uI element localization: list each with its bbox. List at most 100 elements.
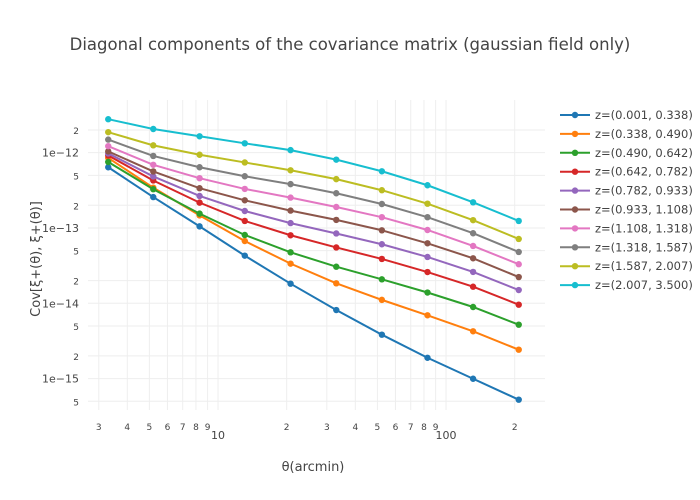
data-point[interactable]	[287, 280, 294, 287]
data-point[interactable]	[378, 276, 386, 283]
data-point[interactable]	[105, 142, 112, 150]
data-point[interactable]	[469, 216, 477, 224]
data-point[interactable]	[424, 213, 431, 221]
data-point[interactable]	[378, 187, 386, 194]
data-point[interactable]	[287, 180, 294, 188]
data-point[interactable]	[469, 283, 477, 290]
data-point[interactable]	[333, 230, 340, 237]
data-point[interactable]	[287, 194, 294, 201]
plot-area[interactable]	[105, 116, 522, 403]
series-line[interactable]	[107, 154, 520, 306]
series-line[interactable]	[107, 152, 520, 291]
data-point[interactable]	[196, 133, 203, 140]
series-1[interactable]	[105, 164, 522, 403]
data-point[interactable]	[424, 312, 431, 319]
data-point[interactable]	[469, 303, 477, 311]
data-point[interactable]	[469, 375, 477, 382]
data-point[interactable]	[515, 235, 522, 243]
data-point[interactable]	[196, 164, 203, 171]
data-point[interactable]	[105, 148, 112, 155]
data-point[interactable]	[241, 159, 248, 166]
data-point[interactable]	[378, 331, 386, 338]
data-point[interactable]	[196, 210, 203, 217]
data-point[interactable]	[333, 156, 340, 163]
data-point[interactable]	[469, 268, 477, 276]
data-point[interactable]	[241, 252, 248, 259]
data-point[interactable]	[469, 230, 477, 237]
series-10[interactable]	[105, 116, 522, 225]
legend-item[interactable]: z=(1.318, 1.587)	[560, 240, 693, 254]
data-point[interactable]	[150, 186, 157, 193]
legend-item[interactable]: z=(0.338, 0.490)	[560, 127, 693, 141]
data-point[interactable]	[333, 306, 340, 314]
data-point[interactable]	[333, 280, 340, 287]
series-line[interactable]	[107, 161, 520, 326]
data-point[interactable]	[424, 253, 431, 261]
legend-item[interactable]: z=(0.490, 0.642)	[560, 146, 693, 160]
data-point[interactable]	[424, 268, 431, 276]
legend-item[interactable]: z=(1.587, 2.007)	[560, 259, 693, 273]
data-point[interactable]	[469, 255, 477, 262]
data-point[interactable]	[241, 185, 248, 193]
data-point[interactable]	[150, 173, 157, 180]
data-point[interactable]	[515, 248, 522, 256]
data-point[interactable]	[105, 158, 112, 166]
data-point[interactable]	[424, 226, 431, 234]
data-point[interactable]	[378, 200, 386, 208]
data-point[interactable]	[515, 346, 522, 353]
data-point[interactable]	[333, 263, 340, 270]
data-point[interactable]	[287, 207, 294, 214]
data-point[interactable]	[333, 216, 340, 224]
data-point[interactable]	[287, 146, 294, 154]
data-point[interactable]	[515, 396, 522, 403]
series-9[interactable]	[105, 128, 522, 243]
data-point[interactable]	[378, 241, 386, 248]
data-point[interactable]	[378, 296, 386, 304]
data-point[interactable]	[287, 232, 294, 239]
data-point[interactable]	[378, 168, 386, 175]
data-point[interactable]	[469, 328, 477, 335]
data-point[interactable]	[105, 136, 112, 143]
data-point[interactable]	[241, 231, 248, 239]
legend-item[interactable]: z=(0.001, 0.338)	[560, 108, 693, 122]
data-point[interactable]	[196, 174, 203, 182]
legend-item[interactable]: z=(0.782, 0.933)	[560, 184, 693, 198]
series-3[interactable]	[105, 158, 522, 328]
data-point[interactable]	[241, 173, 248, 180]
legend-item[interactable]: z=(2.007, 3.500)	[560, 278, 693, 292]
data-point[interactable]	[424, 289, 431, 296]
series-7[interactable]	[105, 142, 522, 268]
data-point[interactable]	[515, 286, 522, 294]
data-point[interactable]	[287, 260, 294, 267]
series-line[interactable]	[107, 150, 520, 278]
series-line[interactable]	[107, 138, 520, 253]
legend-item[interactable]: z=(0.642, 0.782)	[560, 165, 693, 179]
legend-item[interactable]: z=(0.933, 1.108)	[560, 203, 693, 217]
data-point[interactable]	[241, 197, 248, 204]
data-point[interactable]	[287, 167, 294, 174]
legend[interactable]: z=(0.001, 0.338) z=(0.338, 0.490) z=(0.490…	[560, 108, 693, 292]
data-point[interactable]	[150, 193, 157, 201]
series-line[interactable]	[108, 118, 520, 222]
data-point[interactable]	[287, 249, 294, 256]
data-point[interactable]	[150, 142, 157, 149]
data-point[interactable]	[424, 240, 431, 247]
data-point[interactable]	[241, 217, 248, 225]
data-point[interactable]	[378, 255, 386, 263]
legend-item[interactable]: z=(1.108, 1.318)	[560, 221, 693, 235]
data-point[interactable]	[515, 273, 522, 281]
data-point[interactable]	[150, 152, 157, 160]
data-point[interactable]	[333, 244, 340, 251]
data-point[interactable]	[150, 125, 157, 133]
series-8[interactable]	[105, 136, 522, 256]
series-line[interactable]	[107, 131, 520, 240]
data-point[interactable]	[469, 199, 477, 206]
series-6[interactable]	[105, 148, 522, 281]
data-point[interactable]	[196, 199, 203, 206]
data-point[interactable]	[287, 219, 294, 227]
data-point[interactable]	[333, 175, 340, 183]
data-point[interactable]	[378, 227, 386, 234]
data-point[interactable]	[241, 207, 248, 215]
data-point[interactable]	[515, 217, 522, 225]
data-point[interactable]	[105, 128, 112, 136]
